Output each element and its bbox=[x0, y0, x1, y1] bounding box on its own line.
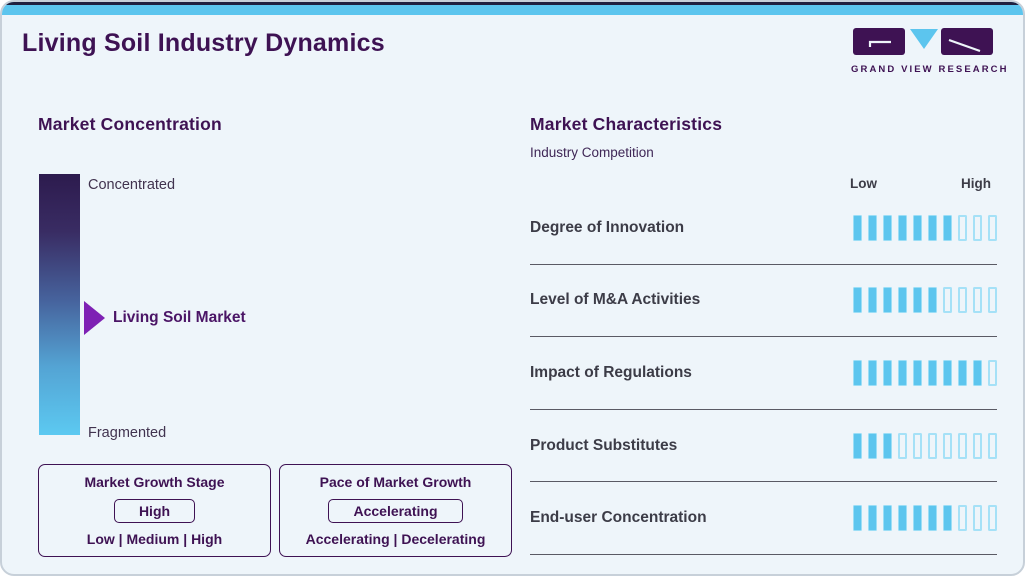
tick-empty bbox=[958, 214, 967, 241]
tick-filled bbox=[928, 359, 937, 386]
tick-empty bbox=[898, 432, 907, 459]
tick-filled bbox=[898, 359, 907, 386]
pace-value-badge: Accelerating bbox=[328, 498, 463, 523]
tick-empty bbox=[913, 432, 922, 459]
characteristic-row: Degree of Innovation bbox=[530, 192, 997, 265]
tick-filled bbox=[853, 287, 862, 314]
tick-filled bbox=[913, 359, 922, 386]
tick-filled bbox=[883, 287, 892, 314]
tick-filled bbox=[973, 359, 982, 386]
tick-filled bbox=[913, 287, 922, 314]
tick-filled bbox=[853, 432, 862, 459]
logo-wordmark: GRAND VIEW RESEARCH bbox=[851, 64, 1009, 75]
logo-v-triangle bbox=[910, 29, 938, 49]
market-concentration-title: Market Concentration bbox=[38, 114, 222, 134]
scale-high-label: High bbox=[961, 176, 991, 191]
pace-options: Accelerating | Decelerating bbox=[305, 531, 486, 547]
tick-filled bbox=[943, 505, 952, 532]
characteristic-label: Level of M&A Activities bbox=[530, 291, 701, 309]
characteristic-label: Impact of Regulations bbox=[530, 363, 692, 381]
tick-filled bbox=[913, 214, 922, 241]
tick-empty bbox=[928, 432, 937, 459]
tick-empty bbox=[988, 432, 997, 459]
characteristic-row: Product Substitutes bbox=[530, 410, 997, 483]
scale-low-label: Low bbox=[850, 176, 877, 191]
logo-r-block bbox=[941, 28, 993, 55]
tick-empty bbox=[958, 287, 967, 314]
tick-filled bbox=[853, 214, 862, 241]
tick-empty bbox=[943, 432, 952, 459]
tick-empty bbox=[988, 214, 997, 241]
growth-stage-title: Market Growth Stage bbox=[84, 474, 225, 490]
logo-r-detail bbox=[948, 38, 981, 53]
tick-filled bbox=[898, 505, 907, 532]
tick-filled bbox=[883, 359, 892, 386]
tick-empty bbox=[958, 505, 967, 532]
industry-competition-subtitle: Industry Competition bbox=[530, 145, 654, 160]
tick-empty bbox=[988, 505, 997, 532]
concentration-gradient-bar bbox=[39, 174, 80, 435]
gvr-logo: GRAND VIEW RESEARCH bbox=[851, 28, 1009, 75]
market-characteristics-title: Market Characteristics bbox=[530, 114, 723, 134]
page-title: Living Soil Industry Dynamics bbox=[22, 29, 385, 57]
tick-filled bbox=[928, 505, 937, 532]
rating-ticks bbox=[847, 214, 997, 241]
tick-filled bbox=[898, 287, 907, 314]
tick-empty bbox=[973, 214, 982, 241]
rating-ticks bbox=[847, 432, 997, 459]
tick-filled bbox=[868, 287, 877, 314]
tick-filled bbox=[943, 359, 952, 386]
characteristic-label: Degree of Innovation bbox=[530, 218, 685, 236]
market-growth-stage-box: Market Growth Stage High Low | Medium | … bbox=[38, 464, 271, 557]
concentrated-label: Concentrated bbox=[88, 177, 176, 193]
tick-filled bbox=[868, 505, 877, 532]
pace-title: Pace of Market Growth bbox=[319, 474, 472, 490]
tick-filled bbox=[868, 214, 877, 241]
tick-filled bbox=[928, 287, 937, 314]
growth-stage-value-badge: High bbox=[113, 498, 196, 523]
tick-filled bbox=[868, 359, 877, 386]
tick-filled bbox=[913, 505, 922, 532]
characteristic-label: End-user Concentration bbox=[530, 509, 707, 527]
rating-ticks bbox=[847, 359, 997, 386]
tick-filled bbox=[883, 214, 892, 241]
tick-empty bbox=[973, 287, 982, 314]
gvr-logo-mark bbox=[853, 28, 993, 55]
top-accent-bar bbox=[2, 2, 1023, 15]
characteristic-row: Level of M&A Activities bbox=[530, 265, 997, 338]
tick-filled bbox=[898, 214, 907, 241]
tick-filled bbox=[883, 505, 892, 532]
characteristic-label: Product Substitutes bbox=[530, 436, 678, 454]
tick-empty bbox=[988, 287, 997, 314]
market-position-label: Living Soil Market bbox=[113, 309, 246, 326]
pace-of-growth-box: Pace of Market Growth Accelerating Accel… bbox=[279, 464, 512, 557]
tick-empty bbox=[958, 432, 967, 459]
characteristic-row: Impact of Regulations bbox=[530, 337, 997, 410]
tick-filled bbox=[958, 359, 967, 386]
tick-empty bbox=[973, 432, 982, 459]
tick-empty bbox=[943, 287, 952, 314]
growth-stage-options: Low | Medium | High bbox=[86, 531, 223, 547]
market-position-arrow-icon bbox=[84, 301, 105, 335]
rating-ticks bbox=[847, 505, 997, 532]
tick-empty bbox=[973, 505, 982, 532]
tick-filled bbox=[853, 359, 862, 386]
tick-filled bbox=[943, 214, 952, 241]
tick-filled bbox=[868, 432, 877, 459]
characteristic-row: End-user Concentration bbox=[530, 482, 997, 555]
tick-filled bbox=[853, 505, 862, 532]
rating-ticks bbox=[847, 287, 997, 314]
characteristics-rows: Degree of Innovation Level of M&A Activit… bbox=[530, 192, 997, 555]
tick-empty bbox=[988, 359, 997, 386]
fragmented-label: Fragmented bbox=[88, 425, 167, 441]
tick-filled bbox=[928, 214, 937, 241]
logo-g-detail bbox=[868, 40, 891, 47]
tick-filled bbox=[883, 432, 892, 459]
